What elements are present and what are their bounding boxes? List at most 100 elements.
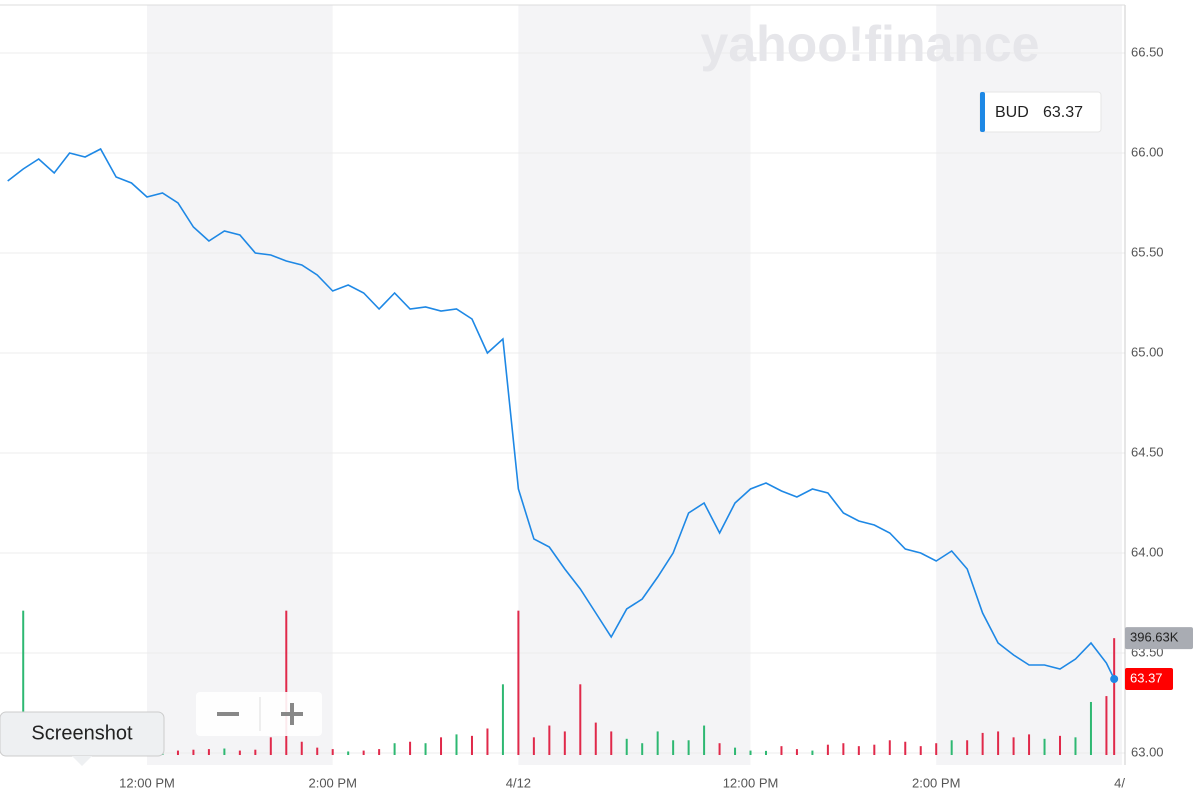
tooltip: Screenshot	[0, 711, 165, 766]
volume-bar	[594, 722, 597, 755]
volume-bar	[734, 747, 737, 755]
volume-bar	[300, 741, 303, 755]
y-tick-label: 64.00	[1131, 544, 1164, 559]
volume-bar	[780, 746, 783, 755]
volume-bar	[687, 740, 690, 755]
volume-bar	[579, 684, 582, 755]
bands	[147, 5, 1122, 765]
watermark: yahoo!finance	[701, 16, 1040, 72]
grid	[0, 52, 1125, 754]
y-tick-label: 66.50	[1131, 44, 1164, 59]
volume-bar	[919, 746, 922, 755]
volume-bar	[656, 731, 659, 755]
x-tick-label: 4/12	[506, 775, 531, 790]
price-label: 63.37	[1130, 670, 1163, 685]
volume-bar	[563, 731, 566, 755]
legend-symbol: BUD	[995, 104, 1029, 121]
x-tick-label: 4/	[1114, 775, 1125, 790]
volume-bar	[795, 749, 798, 755]
volume-bar	[470, 735, 473, 755]
volume-bar	[176, 750, 179, 755]
volume-bar	[873, 744, 876, 755]
volume-bar	[811, 750, 814, 755]
volume-bar	[409, 741, 412, 755]
volume-bar	[331, 749, 334, 755]
volume-bar	[532, 737, 535, 755]
y-tick-label: 65.50	[1131, 244, 1164, 259]
volume-bar	[424, 743, 427, 755]
price-label-box	[1125, 668, 1173, 690]
volume-bar	[455, 734, 458, 755]
y-tick-label: 64.50	[1131, 444, 1164, 459]
volume-bar	[950, 740, 953, 755]
volume-bar	[966, 740, 969, 755]
volume-bar	[269, 737, 272, 755]
volume-bar	[378, 749, 381, 755]
volume-bar	[857, 746, 860, 755]
volume-bar	[703, 725, 706, 755]
volume-bar	[254, 749, 257, 755]
tooltip-arrow	[72, 756, 92, 766]
y-tick-label: 66.00	[1131, 144, 1164, 159]
volume-bar	[842, 743, 845, 755]
legend: BUD 63.37	[979, 91, 1102, 133]
volume-bar	[749, 750, 752, 755]
volume-bar	[285, 610, 288, 755]
volume-bar	[347, 751, 350, 755]
volume-bar	[486, 728, 489, 755]
volume-label: 396.63K	[1130, 630, 1179, 645]
volume-bar	[1105, 696, 1108, 755]
volume-bar	[22, 610, 25, 755]
volume-bar	[440, 737, 443, 755]
volume-bar	[548, 725, 551, 755]
volume-bar	[1028, 734, 1031, 755]
zoom-controls	[196, 692, 322, 736]
volume-bar	[641, 743, 644, 755]
volume-bar	[192, 749, 195, 755]
shade-band	[518, 5, 751, 765]
x-tick-label: 2:00 PM	[912, 775, 960, 790]
x-tick-label: 12:00 PM	[119, 775, 175, 790]
zoom-box	[196, 692, 322, 736]
price-line	[7, 147, 1115, 680]
volume-bar	[393, 743, 396, 755]
y-tick-label: 63.00	[1131, 744, 1164, 759]
plot	[7, 147, 1119, 683]
volume-bar	[1113, 638, 1116, 755]
volume-bar	[888, 740, 891, 755]
volume-bar	[1089, 701, 1092, 755]
tooltip-text: Screenshot	[31, 722, 133, 744]
legend-swatch	[980, 92, 985, 132]
volume-bar	[935, 743, 938, 755]
volume-bar	[207, 749, 210, 755]
volume-bar	[904, 741, 907, 755]
zoom-in[interactable]	[281, 703, 303, 725]
volume-bar	[223, 748, 226, 755]
volume-bar	[1012, 737, 1015, 755]
volume-bar	[517, 610, 520, 755]
volume-bar	[718, 743, 721, 755]
x-tick-label: 12:00 PM	[723, 775, 779, 790]
volume-bar	[672, 740, 675, 755]
volume-bar	[764, 750, 767, 755]
volume-bar	[625, 738, 628, 755]
volume-bar	[1043, 738, 1046, 755]
volume-bar	[981, 732, 984, 755]
volume-bar	[316, 747, 319, 755]
volume-bar	[362, 750, 365, 755]
y-tick-label: 65.00	[1131, 344, 1164, 359]
shade-band	[147, 5, 333, 765]
right-labels: 63.0063.5064.0064.5065.0065.5066.0066.50…	[1125, 44, 1193, 759]
zoom-out[interactable]	[217, 712, 239, 716]
volume-bar	[238, 750, 241, 755]
volume-label-box	[1125, 627, 1193, 650]
volume-bar	[1059, 735, 1062, 755]
volume-bar	[501, 684, 504, 755]
volume-bar	[997, 731, 1000, 755]
volume-bar	[610, 731, 613, 755]
current-dot	[1110, 675, 1119, 683]
volume-bar	[1074, 737, 1077, 755]
volume-bar	[826, 744, 829, 755]
legend-price: 63.37	[1043, 104, 1083, 121]
